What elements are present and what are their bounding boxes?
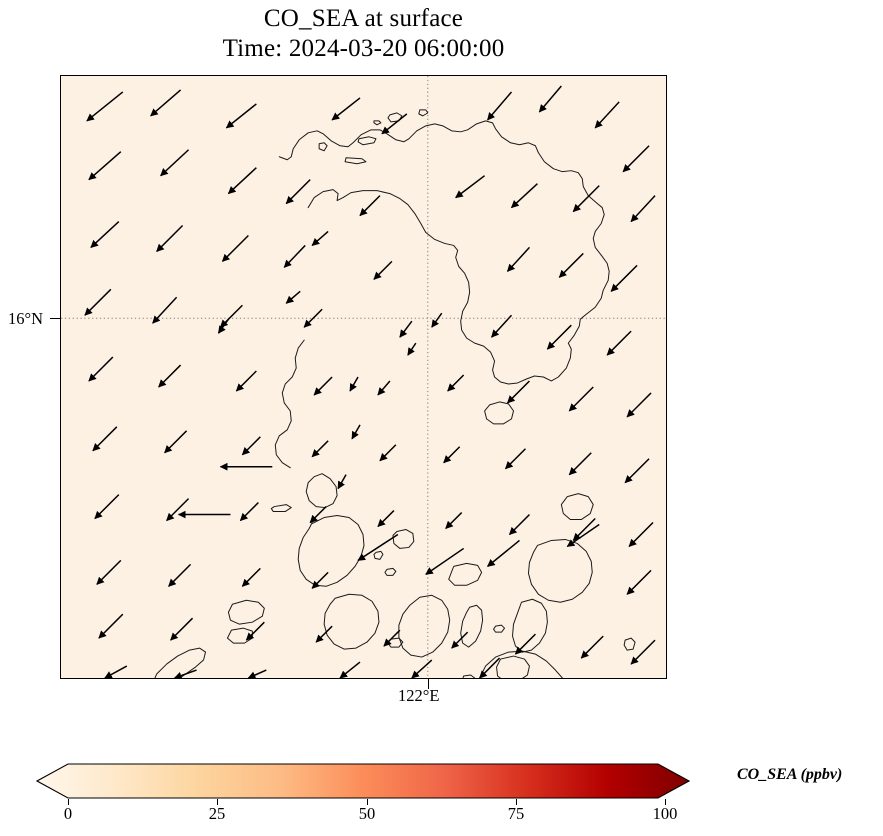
title-line-variable: CO_SEA at surface [263, 5, 464, 32]
island-palawan [154, 647, 207, 678]
island-samar [527, 538, 593, 603]
cb-tick-mark-50 [367, 799, 369, 805]
islet-sabtang [418, 109, 429, 117]
scalar-field [61, 76, 666, 678]
island-polillo [484, 401, 515, 425]
figure-title: CO_SEA at surface Time: 2024-03-20 06:00… [0, 4, 727, 63]
cb-tick-label-0: 0 [63, 804, 73, 823]
islet-siquijor [462, 674, 476, 678]
lat-tick-mark [50, 317, 60, 319]
cb-tick-mark-100 [665, 799, 667, 805]
island-luzon [278, 120, 610, 385]
map-axes[interactable] [60, 75, 667, 679]
colorbar-gradient [36, 763, 690, 799]
cb-tick-label-75: 75 [507, 804, 525, 823]
islet-tablas [373, 550, 384, 560]
cb-tick-label-100: 100 [652, 804, 678, 823]
islet-romblon [384, 567, 397, 576]
islet-camiguin [318, 142, 328, 152]
island-catanduanes [560, 493, 594, 521]
title-line-time: Time: 2024-03-20 06:00:00 [222, 34, 505, 62]
colorbar-ticks: 0 25 50 75 100 [36, 799, 690, 829]
cb-tick-mark-25 [217, 799, 219, 805]
islet-fuga [373, 120, 382, 126]
islet-lubang [270, 504, 292, 513]
colorbar-title: CO_SEA (ppbv) [737, 766, 843, 783]
island-bohol [496, 655, 530, 678]
map-plot [61, 76, 666, 678]
cb-tick-label-50: 50 [358, 804, 376, 823]
islet-calayan [357, 136, 377, 146]
lon-tick-label-122e: 122°E [398, 686, 440, 705]
coast-bataan [305, 473, 338, 509]
island-busuanga [227, 599, 265, 625]
lat-tick-label-16n: 16°N [8, 309, 44, 328]
cb-tick-mark-75 [516, 799, 518, 805]
coast-zambales [274, 339, 305, 469]
cb-tick-mark-0 [68, 799, 70, 805]
island-masbate [448, 562, 483, 586]
island-leyte [512, 598, 548, 653]
cb-tick-label-25: 25 [208, 804, 226, 823]
wind-vectors [84, 85, 656, 678]
gridlines [61, 76, 666, 678]
islet-dalupiri [344, 157, 367, 165]
lon-tick-mark [427, 679, 429, 689]
island-cebu [460, 604, 484, 648]
island-panay [323, 593, 380, 650]
coastlines [154, 109, 636, 678]
island-negros [398, 594, 451, 658]
islet-dinagat [623, 637, 636, 651]
colorbar[interactable] [36, 763, 690, 799]
island-mindoro [297, 515, 365, 587]
islet-camotes [493, 624, 506, 633]
